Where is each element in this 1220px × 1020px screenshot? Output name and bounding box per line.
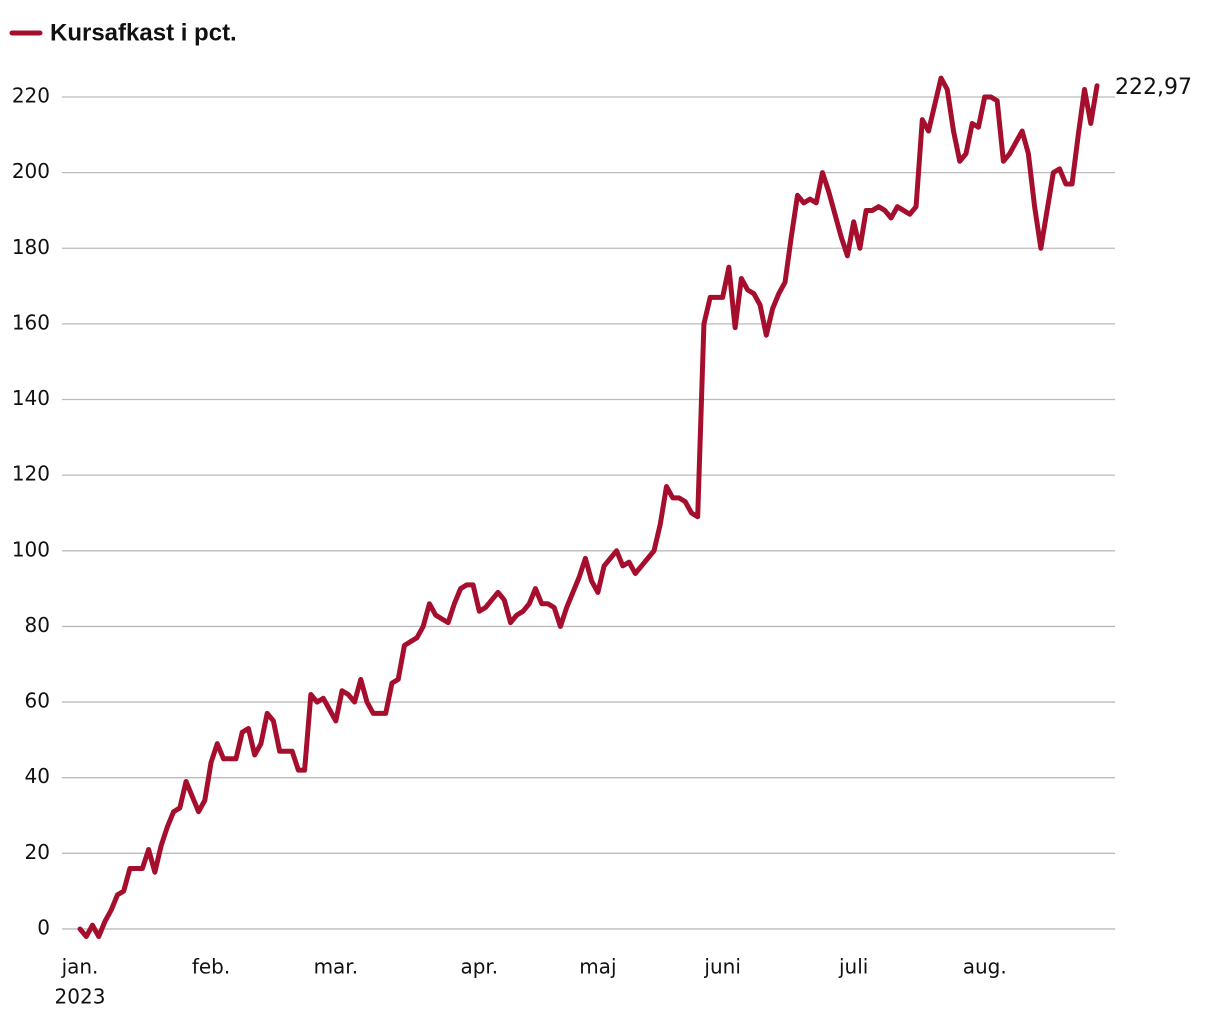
- y-tick-label: 200: [12, 159, 50, 183]
- y-tick-label: 80: [25, 613, 50, 637]
- series-line: [77, 75, 1100, 940]
- y-tick-label: 120: [12, 462, 50, 486]
- y-tick-label: 0: [37, 915, 50, 939]
- y-tick-label: 140: [12, 386, 50, 410]
- x-tick-label: apr.: [460, 955, 498, 979]
- y-tick-label: 40: [25, 764, 50, 788]
- x-year-label: 2023: [55, 985, 106, 1009]
- y-tick-label: 100: [12, 537, 50, 561]
- y-tick-label: 20: [25, 840, 50, 864]
- y-tick-label: 180: [12, 235, 50, 259]
- x-tick-label: mar.: [314, 955, 358, 979]
- x-tick-label: feb.: [192, 955, 230, 979]
- end-value-label: 222,97: [1115, 75, 1192, 100]
- y-tick-label: 220: [12, 83, 50, 107]
- y-tick-label: 160: [12, 310, 50, 334]
- x-tick-label: maj: [579, 955, 616, 979]
- x-tick-label: jan.: [61, 955, 99, 979]
- x-tick-label: juni: [703, 955, 740, 979]
- legend-label: Kursafkast i pct.: [50, 19, 237, 46]
- x-tick-label: aug.: [963, 955, 1007, 979]
- x-tick-label: juli: [838, 955, 868, 979]
- y-tick-label: 60: [25, 689, 50, 713]
